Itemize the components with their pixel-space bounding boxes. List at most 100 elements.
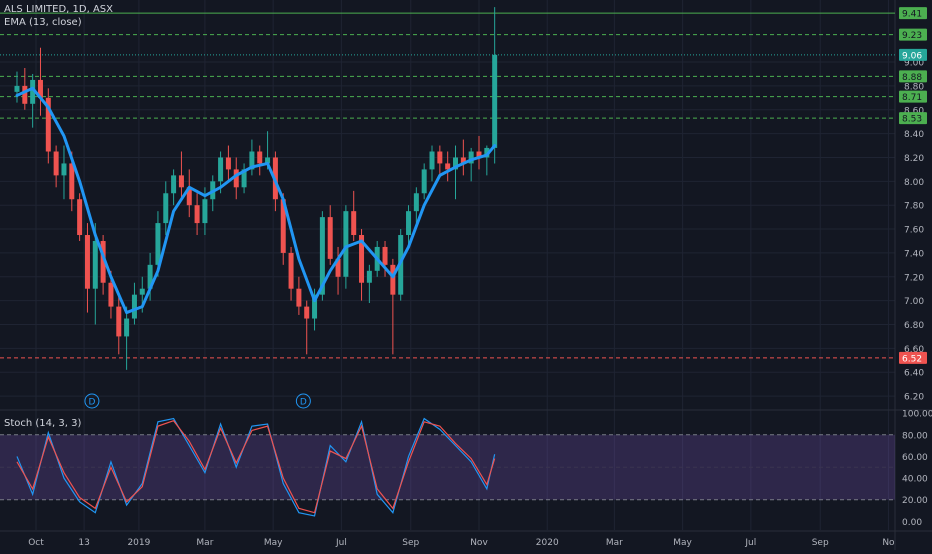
dividend-label: D (88, 398, 95, 408)
stoch-tick-label: 20.00 (902, 496, 928, 506)
time-tick-label: Jul (335, 538, 347, 548)
candle-body (171, 175, 177, 194)
level-price-label: 8.88 (902, 73, 922, 83)
candle-body (288, 252, 294, 289)
level-price-label: 9.41 (902, 10, 922, 20)
candle-body (241, 169, 247, 188)
candle-body (233, 169, 239, 188)
candle-body (45, 97, 51, 152)
price-tick-label: 6.60 (904, 345, 924, 355)
candle-body (22, 85, 28, 104)
candle-body (304, 306, 310, 319)
price-tick-label: 7.20 (904, 273, 924, 283)
candle-body (108, 282, 114, 307)
level-price-tag (899, 112, 927, 125)
candle-body (492, 54, 498, 148)
time-tick-label: Sep (812, 538, 829, 548)
time-tick-label: Nov (470, 538, 488, 548)
candle-body (116, 306, 122, 337)
candle-body (265, 157, 271, 164)
level-price-label: 8.71 (902, 93, 922, 103)
candle-body (468, 151, 474, 164)
time-tick-label: No (882, 538, 895, 548)
candle-body (257, 151, 263, 164)
candle-body (406, 211, 412, 236)
candle-body (163, 193, 169, 224)
price-tick-label: 6.80 (904, 321, 924, 331)
price-tick-label: 7.00 (904, 297, 924, 307)
candle-body (202, 199, 208, 224)
candle-body (30, 79, 36, 104)
last-price-label: 9.06 (902, 51, 922, 61)
price-tick-label: 8.00 (904, 178, 924, 188)
price-tick-label: 7.60 (904, 226, 924, 236)
symbol-legend[interactable]: ALS LIMITED, 1D, ASX (4, 4, 113, 15)
candle-body (131, 294, 137, 319)
candle-body (147, 264, 153, 289)
candle-body (476, 151, 482, 158)
candle-body (280, 199, 286, 253)
last-price-tag (899, 48, 927, 61)
candle-body (453, 157, 459, 170)
ema-legend[interactable]: EMA (13, close) (4, 17, 82, 28)
price-tick-label: 6.20 (904, 393, 924, 403)
level-price-label: 6.52 (902, 354, 922, 364)
candle-body (351, 211, 357, 236)
price-tick-label: 7.40 (904, 249, 924, 259)
time-tick-label: 13 (78, 538, 89, 548)
candle-body (178, 175, 184, 188)
candle-body (61, 163, 67, 176)
time-tick-label: 2019 (127, 538, 150, 548)
stoch-tick-label: 80.00 (902, 431, 928, 441)
candle-body (319, 217, 325, 295)
price-tick-label: 7.80 (904, 202, 924, 212)
stoch-tick-label: 100.00 (902, 410, 932, 420)
candle-body (218, 157, 224, 182)
candle-body (225, 157, 231, 170)
level-price-label: 9.23 (902, 31, 922, 41)
candle-body (429, 151, 435, 170)
level-price-tag (899, 70, 927, 83)
candle-body (84, 235, 90, 289)
level-price-tag (899, 28, 927, 41)
candle-body (437, 151, 443, 164)
candle-body (69, 163, 75, 200)
dividend-marker (295, 393, 311, 409)
candle-body (343, 211, 349, 277)
candle-body (53, 151, 59, 176)
stoch-tick-label: 40.00 (902, 475, 928, 485)
time-tick-label: May (264, 538, 283, 548)
candle-body (77, 199, 83, 236)
time-tick-label: Mar (606, 538, 623, 548)
price-tick-label: 6.40 (904, 369, 924, 379)
level-price-label: 8.53 (902, 115, 922, 125)
stoch-tick-label: 60.00 (902, 453, 928, 463)
candle-body (366, 270, 372, 283)
candle-body (445, 163, 451, 170)
candle-body (335, 258, 341, 277)
time-tick-label: Mar (196, 538, 213, 548)
candle-body (14, 85, 20, 92)
price-tick-label: 8.40 (904, 130, 924, 140)
candle-body (484, 147, 490, 158)
stoch-k-line (16, 417, 496, 517)
stoch-legend[interactable]: Stoch (14, 3, 3) (4, 418, 82, 429)
price-tick-label: 8.60 (904, 106, 924, 116)
stoch-d-line (16, 420, 496, 514)
time-tick-label: Jul (744, 538, 756, 548)
time-tick-label: 2020 (536, 538, 559, 548)
candle-body (312, 294, 318, 319)
price-tick-label: 8.80 (904, 82, 924, 92)
time-tick-label: Sep (402, 538, 419, 548)
candle-body (296, 288, 302, 307)
time-tick-label: May (673, 538, 692, 548)
candle-body (390, 264, 396, 295)
candle-body (413, 193, 419, 212)
candle-body (249, 151, 255, 170)
candle-body (194, 205, 200, 224)
candle-body (37, 79, 43, 98)
candle-body (186, 187, 192, 206)
candle-body (139, 288, 145, 295)
